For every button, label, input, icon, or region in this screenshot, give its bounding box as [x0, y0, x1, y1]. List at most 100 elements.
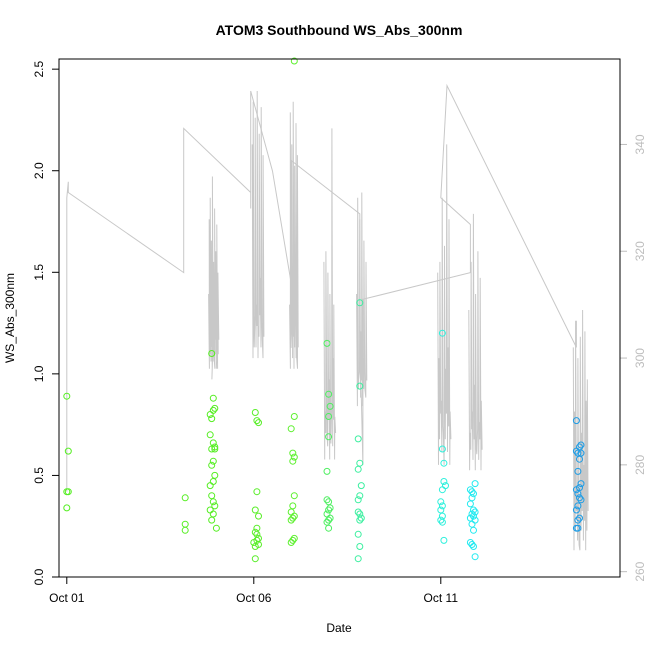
spike-burst-6	[437, 144, 452, 465]
data-point	[323, 496, 331, 504]
y-tick-label: 0.5	[32, 467, 46, 484]
data-point	[354, 555, 362, 563]
y2-tick-label: 340	[633, 134, 647, 154]
spike-burst-4	[323, 128, 337, 460]
data-point	[64, 488, 72, 496]
y-tick-label: 2.5	[32, 60, 46, 77]
series-line-right-axis	[66, 83, 577, 492]
data-point	[354, 508, 362, 516]
data-point	[356, 382, 364, 390]
data-point	[290, 413, 298, 420]
spike-burst-8	[572, 309, 589, 551]
spike-burst-1	[208, 176, 220, 380]
data-point	[253, 488, 261, 496]
data-point	[251, 543, 259, 550]
data-point	[466, 500, 474, 508]
data-point	[211, 502, 219, 510]
data-point	[326, 504, 334, 512]
data-point	[471, 480, 479, 488]
data-point	[290, 453, 298, 461]
data-point	[208, 461, 216, 469]
data-point	[250, 539, 258, 546]
data-point	[287, 516, 295, 524]
data-point	[438, 502, 446, 510]
data-point	[438, 329, 446, 337]
x-tick-label: Oct 11	[424, 591, 459, 605]
data-point	[208, 350, 216, 357]
data-point	[181, 526, 189, 534]
data-point	[470, 526, 477, 534]
data-point	[572, 506, 580, 514]
spike-burst-7	[468, 213, 483, 471]
data-point	[290, 57, 298, 65]
data-point	[438, 445, 446, 453]
data-point	[287, 539, 295, 546]
data-point	[255, 512, 262, 520]
y-tick-label: 1.0	[32, 365, 46, 382]
data-point	[289, 514, 297, 522]
data-point	[356, 543, 364, 550]
data-point	[438, 486, 446, 494]
data-point	[326, 402, 334, 410]
data-point	[440, 536, 448, 544]
data-point	[209, 457, 217, 465]
data-point	[206, 431, 214, 439]
data-point	[574, 516, 582, 524]
data-point	[64, 447, 72, 455]
data-point	[325, 390, 333, 398]
data-point	[211, 443, 219, 451]
data-point	[471, 553, 479, 561]
data-point	[287, 425, 295, 433]
data-point	[574, 524, 582, 532]
data-point	[574, 467, 582, 475]
y-tick-label: 1.5	[32, 264, 46, 281]
data-point	[574, 502, 582, 510]
axes: Oct 01 Oct 06 Oct 11 0.0 0.5 1.0 1.5 2.0 2.5 260 2…	[32, 60, 647, 605]
data-point	[323, 467, 331, 475]
data-point	[356, 299, 364, 307]
data-point	[440, 459, 448, 467]
data-point	[356, 492, 364, 500]
data-point	[212, 524, 220, 532]
data-point	[209, 394, 217, 402]
data-point	[290, 492, 298, 500]
data-point	[325, 524, 333, 532]
data-point	[325, 516, 333, 524]
data-point	[438, 518, 446, 526]
data-point	[251, 506, 259, 514]
data-point	[251, 555, 259, 563]
data-point	[289, 536, 297, 544]
data-point	[468, 510, 476, 518]
data-point	[572, 447, 580, 455]
x-axis-label: Date	[326, 621, 352, 635]
data-point	[208, 415, 216, 423]
y2-tick-label: 260	[633, 561, 647, 581]
data-point	[354, 496, 362, 504]
data-point	[211, 445, 219, 453]
y-axis-label: WS_Abs_300nm	[3, 273, 17, 363]
y-tick-label: 0.0	[32, 568, 46, 585]
data-point	[323, 339, 331, 347]
data-point	[577, 441, 585, 449]
data-point	[289, 449, 297, 457]
data-point	[63, 392, 71, 400]
data-point	[437, 498, 445, 506]
data-point	[356, 516, 364, 524]
data-point	[211, 404, 219, 412]
plot-area	[63, 57, 589, 563]
data-point	[470, 543, 477, 550]
y-tick-label: 2.0	[32, 162, 46, 179]
data-point	[468, 541, 476, 548]
data-point	[354, 465, 362, 473]
data-point	[251, 528, 259, 536]
data-point	[577, 480, 585, 488]
data-point	[253, 530, 261, 538]
data-point	[209, 498, 217, 506]
data-point	[437, 516, 445, 524]
spike-burst-3	[289, 101, 299, 369]
spike-burst-5	[356, 192, 368, 407]
data-point	[470, 490, 477, 498]
data-point	[357, 514, 365, 522]
data-point	[440, 478, 448, 485]
data-point	[209, 478, 217, 485]
